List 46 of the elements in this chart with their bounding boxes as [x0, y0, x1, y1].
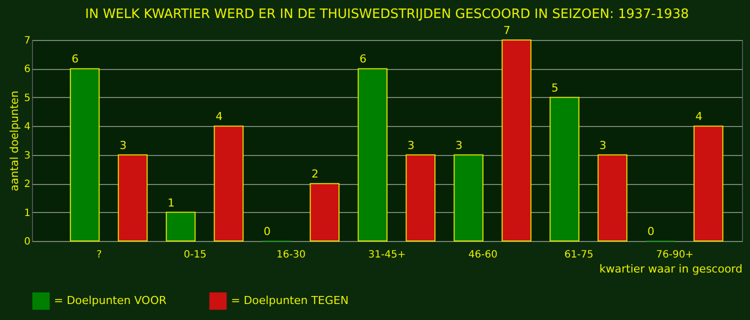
y-tick-label: 5	[24, 92, 30, 104]
x-tick-label: 61-75	[564, 250, 594, 260]
legend-label: = Doelpunten TEGEN	[231, 294, 349, 308]
data-label: 6	[72, 52, 79, 66]
data-label: 4	[695, 110, 702, 124]
data-label: 1	[168, 196, 175, 210]
data-label: 0	[264, 225, 271, 238]
data-label: 3	[407, 138, 414, 152]
bar	[358, 68, 388, 242]
data-label: 6	[360, 52, 367, 66]
bar	[166, 212, 196, 242]
x-tick-label: 46-60	[468, 250, 498, 260]
data-label: 3	[120, 138, 127, 152]
y-tick-label: 7	[24, 36, 30, 46]
data-label: 5	[551, 81, 558, 94]
bar	[598, 154, 628, 242]
data-label: 7	[503, 24, 510, 37]
y-tick-label: 4	[24, 122, 30, 133]
y-tick-label: 1	[24, 208, 30, 219]
data-label: 0	[647, 225, 654, 238]
y-tick-label: 0	[24, 236, 30, 248]
x-tick-label: 0-15	[184, 250, 206, 260]
bar	[694, 126, 724, 242]
bar	[502, 40, 532, 242]
bar	[550, 96, 580, 242]
x-tick-label: ?	[96, 250, 102, 260]
bar	[310, 183, 340, 242]
y-axis-title: aantal doelpunten	[8, 90, 22, 192]
legend-label: = Doelpunten VOOR	[54, 294, 167, 308]
bar	[214, 126, 244, 242]
y-tick-label: 6	[24, 64, 30, 76]
bar	[454, 154, 484, 242]
chart-title: IN WELK KWARTIER WERD ER IN DE THUISWEDSTRIJDEN GESCOORD IN SEIZOEN: 1937-1938	[85, 7, 689, 22]
y-tick-label: 2	[24, 179, 30, 190]
y-tick-label: 3	[24, 150, 30, 162]
data-label: 4	[216, 110, 223, 124]
data-label: 2	[312, 168, 319, 181]
x-tick-label: 76-90+	[656, 250, 694, 260]
x-tick-label: 31-45+	[368, 250, 406, 260]
x-tick-label: 16-30	[276, 250, 306, 260]
data-label: 3	[599, 138, 606, 152]
x-axis-title: kwartier waar in gescoord	[599, 262, 742, 276]
bar	[406, 154, 436, 242]
bar	[118, 154, 148, 242]
data-label: 3	[455, 138, 462, 152]
bar	[70, 68, 100, 242]
